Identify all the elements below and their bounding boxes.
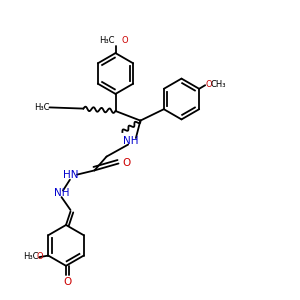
Text: O: O xyxy=(206,80,212,89)
Text: CH₃: CH₃ xyxy=(211,80,226,89)
Text: O: O xyxy=(122,158,130,168)
Text: O: O xyxy=(122,36,128,45)
Text: NH: NH xyxy=(123,136,138,146)
Text: H₃C: H₃C xyxy=(23,252,38,261)
Text: O: O xyxy=(63,277,72,287)
Text: HN: HN xyxy=(63,170,78,181)
Text: H₃C: H₃C xyxy=(34,103,50,112)
Text: H₃C: H₃C xyxy=(99,36,115,45)
Text: NH: NH xyxy=(54,188,69,199)
Text: O: O xyxy=(37,252,44,261)
